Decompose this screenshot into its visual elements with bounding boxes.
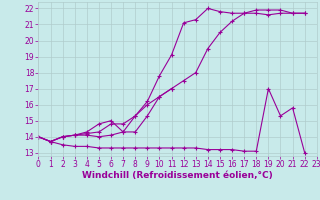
X-axis label: Windchill (Refroidissement éolien,°C): Windchill (Refroidissement éolien,°C) [82,171,273,180]
